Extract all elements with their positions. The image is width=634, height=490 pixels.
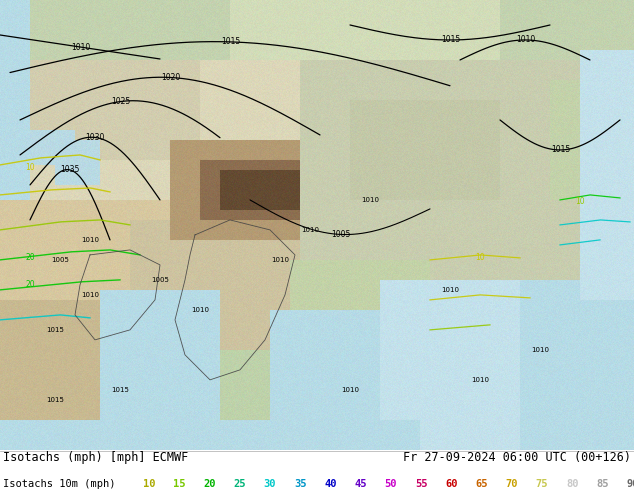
Text: 1010: 1010 xyxy=(71,43,90,51)
Text: 1010: 1010 xyxy=(516,35,535,45)
Text: 1025: 1025 xyxy=(111,97,130,106)
Text: 55: 55 xyxy=(415,479,427,489)
Text: 30: 30 xyxy=(264,479,276,489)
Text: 1010: 1010 xyxy=(441,287,459,293)
Text: 1005: 1005 xyxy=(151,277,169,283)
Text: 1030: 1030 xyxy=(86,133,105,142)
Text: 85: 85 xyxy=(596,479,609,489)
Text: 40: 40 xyxy=(324,479,337,489)
Text: 1015: 1015 xyxy=(46,397,64,403)
Text: 25: 25 xyxy=(233,479,246,489)
Text: 1015: 1015 xyxy=(441,35,460,45)
Text: 65: 65 xyxy=(476,479,488,489)
Text: Fr 27-09-2024 06:00 UTC (00+126): Fr 27-09-2024 06:00 UTC (00+126) xyxy=(403,451,631,464)
Text: 1005: 1005 xyxy=(51,257,69,263)
Text: 80: 80 xyxy=(566,479,578,489)
Text: 1020: 1020 xyxy=(161,73,181,82)
Text: 10: 10 xyxy=(476,253,485,263)
Text: 20: 20 xyxy=(25,280,35,290)
Text: 70: 70 xyxy=(505,479,518,489)
Text: 1015: 1015 xyxy=(46,327,64,333)
Text: 1015: 1015 xyxy=(551,146,570,154)
Text: 1015: 1015 xyxy=(221,37,241,47)
Text: 1010: 1010 xyxy=(361,197,379,203)
Text: 60: 60 xyxy=(445,479,458,489)
Text: 1010: 1010 xyxy=(191,307,209,313)
Text: 75: 75 xyxy=(536,479,548,489)
Text: 20: 20 xyxy=(204,479,216,489)
Text: 10: 10 xyxy=(575,197,585,206)
Text: Isotachs 10m (mph): Isotachs 10m (mph) xyxy=(3,479,115,489)
Text: 15: 15 xyxy=(173,479,186,489)
Text: 1010: 1010 xyxy=(341,387,359,393)
Text: 45: 45 xyxy=(354,479,367,489)
Text: 1010: 1010 xyxy=(271,257,289,263)
Text: 1010: 1010 xyxy=(301,227,319,233)
Text: 1010: 1010 xyxy=(81,292,99,298)
Text: 1010: 1010 xyxy=(471,377,489,383)
Text: 90: 90 xyxy=(626,479,634,489)
Text: 20: 20 xyxy=(25,253,35,263)
Text: 10: 10 xyxy=(25,164,35,172)
Text: 50: 50 xyxy=(385,479,397,489)
Text: 35: 35 xyxy=(294,479,306,489)
Text: Isotachs (mph) [mph] ECMWF: Isotachs (mph) [mph] ECMWF xyxy=(3,451,188,464)
Text: 1005: 1005 xyxy=(331,230,351,239)
Text: 10: 10 xyxy=(143,479,155,489)
Text: 1035: 1035 xyxy=(60,166,80,174)
Text: 1010: 1010 xyxy=(531,347,549,353)
Text: 1015: 1015 xyxy=(111,387,129,393)
Text: 1010: 1010 xyxy=(81,237,99,243)
